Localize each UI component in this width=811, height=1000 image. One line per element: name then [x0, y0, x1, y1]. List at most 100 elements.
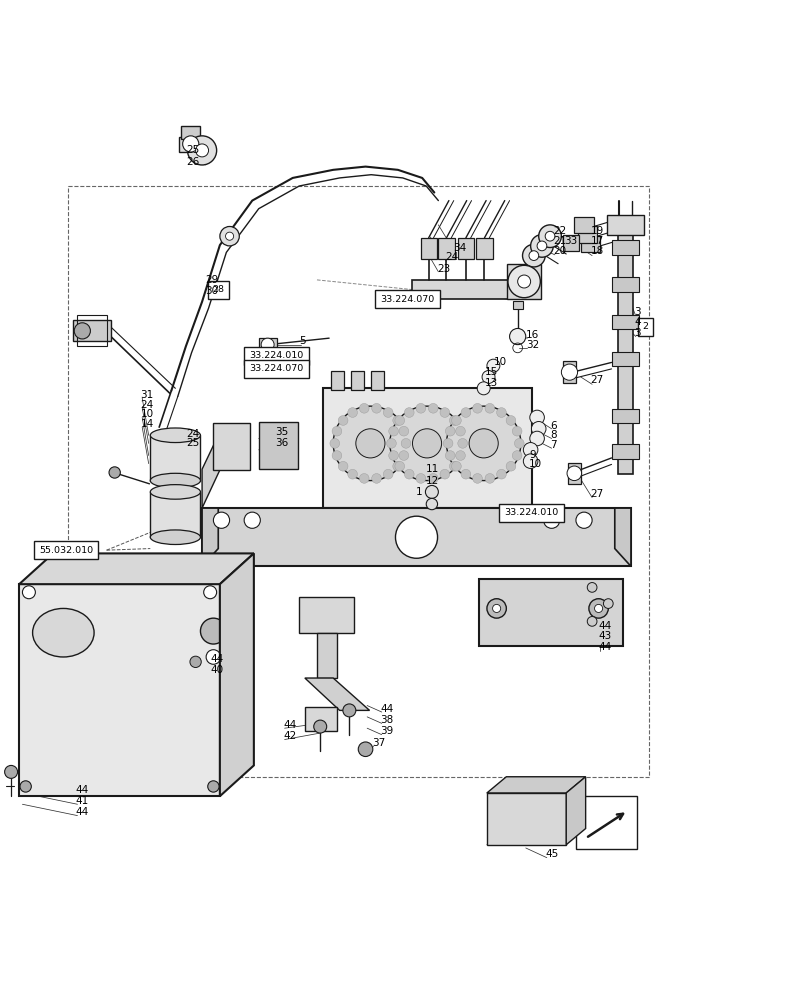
Polygon shape: [617, 223, 632, 474]
Text: 44: 44: [380, 704, 393, 714]
Text: 34: 34: [453, 243, 466, 253]
Circle shape: [444, 451, 454, 460]
Circle shape: [371, 474, 381, 483]
Circle shape: [512, 451, 521, 460]
Polygon shape: [611, 352, 638, 366]
Circle shape: [543, 512, 559, 528]
Circle shape: [342, 704, 355, 717]
Circle shape: [389, 406, 464, 481]
Circle shape: [386, 438, 396, 448]
Polygon shape: [202, 508, 630, 566]
Circle shape: [398, 451, 408, 460]
Circle shape: [523, 443, 537, 457]
Polygon shape: [150, 435, 200, 481]
Circle shape: [461, 469, 470, 479]
Circle shape: [446, 406, 521, 481]
Circle shape: [415, 403, 425, 413]
Text: 33.224.010: 33.224.010: [249, 351, 303, 360]
Circle shape: [332, 451, 341, 460]
Polygon shape: [220, 553, 254, 796]
Circle shape: [204, 586, 217, 599]
Ellipse shape: [150, 473, 200, 488]
Circle shape: [109, 467, 120, 478]
Polygon shape: [487, 793, 565, 845]
Polygon shape: [611, 315, 638, 329]
Circle shape: [195, 144, 208, 157]
Circle shape: [244, 512, 260, 528]
Text: 4: 4: [633, 317, 640, 327]
Circle shape: [487, 359, 500, 372]
Text: 2: 2: [642, 322, 648, 331]
Text: 25: 25: [186, 145, 199, 155]
Polygon shape: [244, 360, 308, 378]
Circle shape: [566, 466, 581, 481]
Circle shape: [586, 583, 596, 592]
Circle shape: [182, 136, 199, 152]
Text: 19: 19: [590, 226, 603, 236]
Polygon shape: [567, 463, 580, 484]
Circle shape: [496, 408, 506, 417]
Circle shape: [457, 438, 467, 448]
Circle shape: [455, 426, 465, 436]
Circle shape: [401, 438, 410, 448]
Text: 44: 44: [75, 785, 89, 795]
Circle shape: [394, 461, 404, 471]
Polygon shape: [350, 371, 363, 390]
Circle shape: [428, 474, 438, 483]
Circle shape: [329, 438, 339, 448]
Circle shape: [5, 765, 18, 778]
Circle shape: [359, 403, 369, 413]
Polygon shape: [244, 347, 308, 365]
Polygon shape: [19, 584, 220, 796]
Circle shape: [530, 422, 545, 436]
Polygon shape: [19, 553, 254, 584]
Circle shape: [388, 426, 398, 436]
Polygon shape: [606, 215, 643, 235]
Polygon shape: [179, 137, 202, 152]
Circle shape: [225, 232, 234, 240]
Polygon shape: [323, 388, 531, 508]
Circle shape: [347, 469, 357, 479]
Polygon shape: [476, 238, 492, 259]
Ellipse shape: [150, 530, 200, 545]
Circle shape: [440, 408, 449, 417]
Polygon shape: [478, 579, 622, 646]
Circle shape: [505, 416, 515, 425]
Circle shape: [529, 431, 543, 446]
Text: 22: 22: [552, 226, 566, 236]
Polygon shape: [611, 277, 638, 292]
Circle shape: [355, 429, 384, 458]
Text: 3: 3: [633, 307, 640, 317]
Text: 29: 29: [205, 275, 218, 285]
Text: 27: 27: [590, 489, 603, 499]
Polygon shape: [513, 301, 522, 309]
Text: 11: 11: [426, 464, 439, 474]
Text: 39: 39: [380, 726, 393, 736]
Text: 44: 44: [598, 621, 611, 631]
Circle shape: [528, 251, 538, 260]
Circle shape: [586, 617, 596, 626]
Circle shape: [415, 474, 425, 483]
Circle shape: [492, 604, 500, 612]
Circle shape: [333, 406, 407, 481]
Circle shape: [514, 438, 524, 448]
Circle shape: [220, 226, 239, 246]
Circle shape: [484, 474, 494, 483]
Polygon shape: [34, 541, 98, 559]
Circle shape: [23, 586, 36, 599]
Text: 12: 12: [426, 476, 439, 486]
Circle shape: [443, 438, 453, 448]
Circle shape: [338, 416, 348, 425]
Circle shape: [393, 416, 402, 425]
Polygon shape: [375, 290, 440, 308]
Text: 9: 9: [528, 450, 535, 460]
Text: 10: 10: [140, 409, 153, 419]
Ellipse shape: [32, 608, 94, 657]
Circle shape: [394, 416, 404, 425]
Circle shape: [560, 364, 577, 380]
Circle shape: [575, 512, 591, 528]
Circle shape: [449, 416, 458, 425]
Ellipse shape: [150, 428, 200, 443]
Circle shape: [487, 599, 506, 618]
Circle shape: [594, 604, 602, 612]
